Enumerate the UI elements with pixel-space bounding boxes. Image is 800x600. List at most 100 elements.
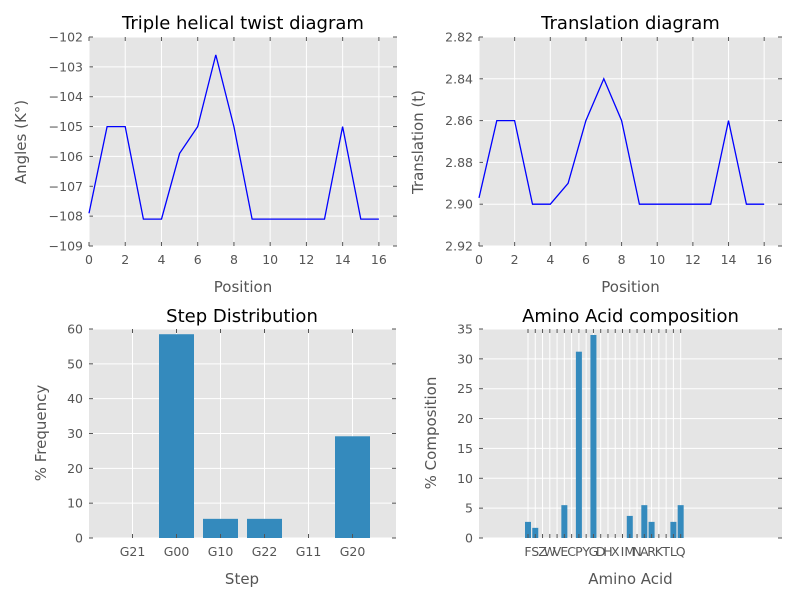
twist-chart-title: Triple helical twist diagram [121,13,364,34]
twist-y-tick-label: −108 [49,209,83,224]
translation-x-tick-label: 4 [546,252,554,267]
amino-y-tick-label: 5 [465,501,473,516]
amino-x-tick-label: M [624,544,635,559]
amino-x-tick-label: X [611,544,620,559]
step-chart-xlabel: Step [225,570,259,588]
amino-x-tick-label: R [647,544,656,559]
translation-x-tick-label: 12 [685,252,701,267]
amino-x-tick-label: L [670,544,677,559]
translation-chart: Translation diagram Position Translation… [409,13,782,296]
amino-x-tick-label: P [575,544,583,559]
step-x-tick-label: G21 [120,544,146,559]
translation-y-tick-label: 2.86 [445,113,473,128]
translation-x-tick-label: 0 [475,252,483,267]
twist-y-tick-label: −103 [49,59,83,74]
amino-chart-ylabel: % Composition [422,377,440,490]
amino-bar-f [525,521,531,538]
amino-chart-title: Amino Acid composition [522,306,739,327]
amino-x-tick-label: N [632,544,641,559]
amino-x-tick-label: H [603,544,612,559]
amino-x-tick-label: A [640,544,649,559]
step-x-tick-label: G11 [296,544,322,559]
translation-chart-ylabel: Translation (t) [409,90,427,195]
twist-y-tick-label: −106 [49,149,83,164]
amino-x-tick-label: T [661,544,670,559]
amino-bar-a [641,505,648,538]
translation-x-tick-label: 14 [721,252,737,267]
amino-bar-p [575,351,582,538]
translation-x-tick-label: 10 [649,252,665,267]
amino-x-tick-label: Q [676,544,686,559]
step-y-tick-label: 30 [67,426,83,441]
twist-series-line [88,54,379,220]
translation-y-tick-label: 2.82 [445,30,473,45]
translation-y-tick-label: 2.92 [445,239,473,254]
twist-y-tick-label: −102 [49,30,83,45]
twist-y-tick-label: −109 [49,239,83,254]
amino-bar-l [670,521,677,538]
step-chart-title: Step Distribution [166,306,318,327]
twist-x-tick-label: 10 [262,252,278,267]
amino-y-tick-label: 15 [457,441,473,456]
amino-x-tick-label: G [589,544,599,559]
step-y-tick-label: 10 [67,496,83,511]
amino-plot-area [479,329,782,538]
amino-x-tick-label: Y [581,544,590,559]
step-bar-g00 [159,334,194,538]
step-y-tick-label: 60 [67,322,83,337]
twist-x-tick-label: 2 [121,252,129,267]
translation-chart-title: Translation diagram [540,13,720,34]
amino-x-tick-label: C [567,544,576,559]
amino-x-tick-label: D [596,544,606,559]
step-bar-g10 [203,518,238,538]
twist-y-tick-label: −104 [49,89,83,104]
step-distribution-chart: Step Distribution Step % Frequency 0 10 20… [32,306,396,588]
amino-x-tick-label: I [621,544,625,559]
amino-x-tick-label: Z [538,544,547,559]
amino-y-tick-label: 25 [457,381,473,396]
step-y-tick-label: 20 [67,461,83,476]
twist-y-tick-label: −107 [49,179,83,194]
amino-x-tick-label: E [560,544,568,559]
step-y-tick-label: 50 [67,356,83,371]
translation-x-tick-label: 8 [618,252,626,267]
step-chart-ylabel: % Frequency [32,385,50,482]
twist-x-tick-label: 14 [335,252,351,267]
translation-y-tick-label: 2.90 [445,197,473,212]
amino-bar-s [532,527,539,538]
step-bar-g20 [335,436,370,538]
step-y-tick-label: 0 [75,531,83,546]
step-bar-g22 [247,518,282,538]
amino-y-tick-label: 20 [457,411,473,426]
amino-y-tick-label: 10 [457,471,473,486]
twist-chart-xlabel: Position [214,278,272,296]
twist-chart: Triple helical twist diagram Position An… [12,13,397,296]
twist-x-tick-label: 0 [85,252,93,267]
step-y-tick-label: 40 [67,391,83,406]
twist-x-tick-label: 8 [230,252,238,267]
amino-x-tick-label: S [531,544,539,559]
step-x-tick-label: G10 [208,544,234,559]
translation-chart-xlabel: Position [601,278,659,296]
amino-y-tick-label: 35 [457,322,473,337]
translation-x-tick-label: 16 [756,252,772,267]
step-x-tick-label: G20 [340,544,366,559]
translation-y-tick-label: 2.84 [445,71,473,86]
translation-y-tick-label: 2.88 [445,155,473,170]
amino-bar-r [648,521,655,538]
amino-bar-g [590,334,597,538]
twist-x-tick-label: 6 [194,252,202,267]
twist-y-tick-label: −105 [49,119,83,134]
twist-chart-ylabel: Angles (K°) [12,100,30,184]
translation-series-line [478,77,765,205]
translation-x-tick-label: 6 [582,252,590,267]
amino-x-tick-label: F [524,544,531,559]
amino-x-tick-label: K [655,544,664,559]
twist-x-tick-label: 12 [298,252,314,267]
amino-x-tick-label: W [544,544,556,559]
step-x-tick-label: G00 [164,544,190,559]
translation-plot-area [479,37,782,246]
twist-x-tick-label: 4 [157,252,165,267]
twist-x-tick-label: 16 [371,252,387,267]
